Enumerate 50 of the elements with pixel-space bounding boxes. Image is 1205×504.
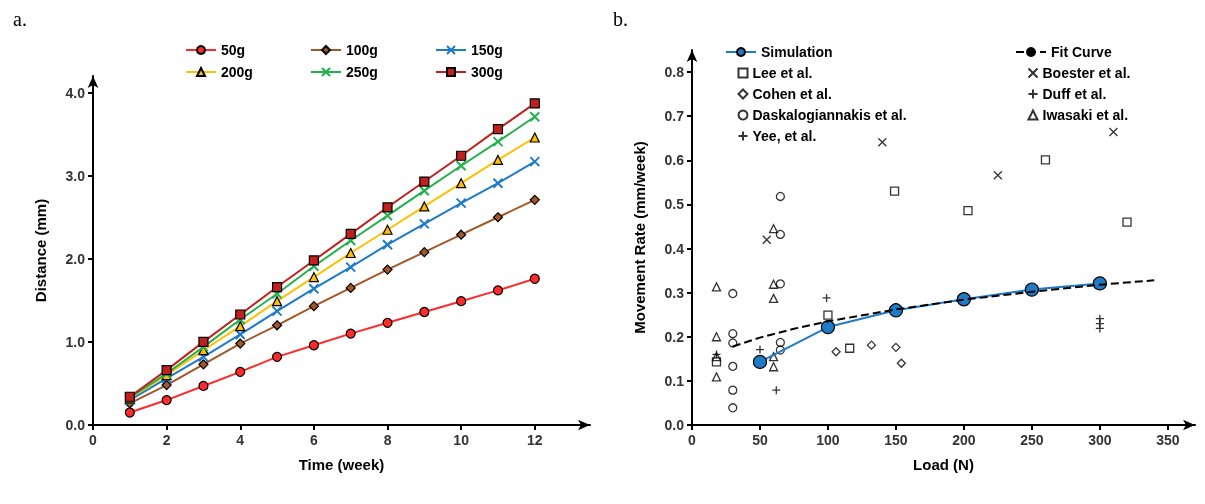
legend-label: Yee, et al.	[752, 128, 817, 144]
y-axis-title: Distance (mm)	[32, 198, 49, 303]
y-tick-label: 0.1	[664, 372, 685, 389]
legend-label: 50g	[221, 42, 246, 58]
y-tick-label: 0.4	[664, 240, 685, 257]
y-tick-label: 0.6	[664, 152, 685, 169]
x-tick-label: 100	[816, 432, 840, 448]
y-tick-label: 2.0	[65, 250, 86, 267]
legend-label: 100g	[346, 42, 378, 58]
x-tick-label: 150	[884, 432, 908, 448]
x-tick-label: 350	[1156, 432, 1180, 448]
x-tick-label: 250	[1020, 432, 1044, 448]
chart-title: b.	[613, 8, 628, 30]
x-tick-label: 50	[752, 432, 768, 448]
x-tick-label: 4	[236, 432, 245, 448]
x-tick-label: 6	[309, 432, 318, 448]
x-tick-label: 8	[383, 432, 392, 448]
x-axis-title: Load (N)	[913, 456, 974, 473]
y-tick-label: 0.0	[65, 417, 86, 433]
x-tick-label: 2	[162, 432, 171, 448]
y-tick-label: 0.3	[664, 284, 685, 301]
x-tick-label: 12	[526, 432, 543, 448]
legend-label: Fit Curve	[1051, 44, 1112, 60]
legend-label: Iwasaki et al.	[1042, 107, 1129, 123]
y-tick-label: 0.7	[664, 108, 685, 125]
x-tick-label: 10	[453, 432, 470, 448]
legend-label: Simulation	[761, 44, 833, 60]
legend-label: Duff et al.	[1042, 86, 1107, 102]
legend-label: Cohen et al.	[752, 86, 832, 102]
legend-label: 200g	[221, 64, 253, 80]
legend-label: 300g	[471, 64, 503, 80]
chart-title: a.	[13, 8, 27, 30]
x-tick-label: 0	[688, 432, 697, 448]
y-axis-title: Movement Rate (mm/week)	[631, 141, 648, 334]
legend-label: 150g	[471, 42, 503, 58]
y-tick-label: 0.8	[664, 64, 685, 81]
y-tick-label: 4.0	[65, 84, 86, 101]
y-tick-label: 0.2	[664, 328, 685, 345]
x-tick-label: 300	[1088, 432, 1112, 448]
y-tick-label: 0.0	[664, 417, 685, 433]
legend-label: Lee et al.	[752, 65, 813, 81]
y-tick-label: 1.0	[65, 333, 86, 350]
legend-label: Boester et al.	[1042, 65, 1131, 81]
x-axis-title: Time (week)	[298, 456, 385, 473]
x-tick-label: 0	[89, 432, 98, 448]
legend-label: Daskalogiannakis et al.	[752, 107, 907, 123]
legend-label: 250g	[346, 64, 378, 80]
y-tick-label: 3.0	[65, 167, 86, 184]
x-tick-label: 200	[952, 432, 976, 448]
y-tick-label: 0.5	[664, 196, 685, 213]
